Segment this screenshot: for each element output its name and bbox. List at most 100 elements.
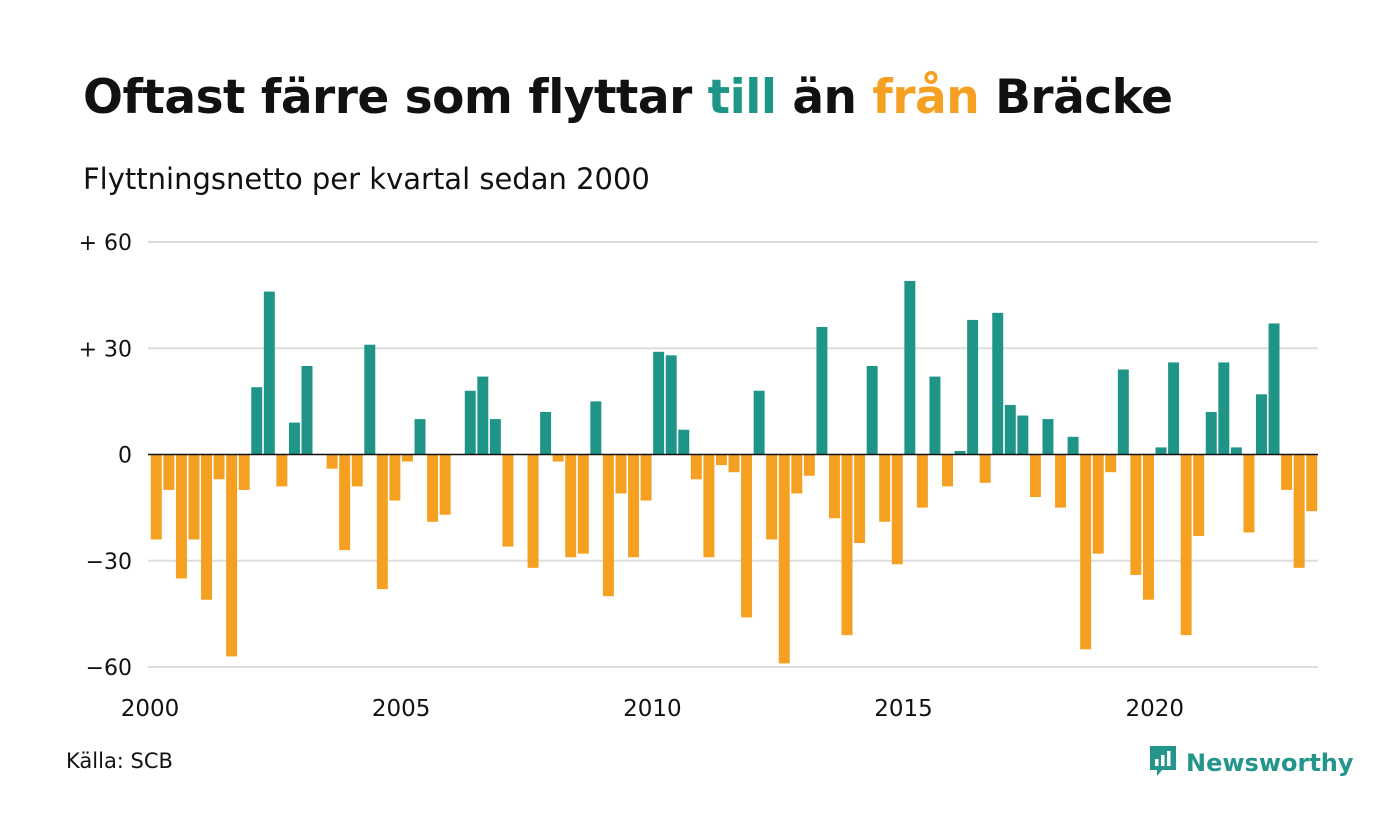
bar: [753, 390, 765, 455]
chart-title: Oftast färre som flyttar till än från Br…: [83, 70, 1173, 125]
bar: [954, 450, 966, 455]
bar: [1306, 454, 1318, 512]
bar: [1205, 412, 1217, 455]
bar: [389, 454, 401, 501]
bar: [1180, 454, 1192, 636]
bar: [967, 319, 979, 455]
bar: [879, 454, 891, 522]
x-axis-ticks: 2000 2005 2010 2015 2020: [121, 696, 1184, 722]
y-tick-label: −60: [86, 656, 132, 681]
brand-name: Newsworthy: [1186, 749, 1354, 777]
bar: [1092, 454, 1104, 554]
bar: [992, 312, 1004, 455]
bar: [1080, 454, 1092, 650]
bar: [1293, 454, 1305, 568]
bar: [188, 454, 200, 540]
bar: [364, 344, 376, 455]
bar: [803, 454, 815, 476]
bar: [489, 419, 501, 455]
title-till: till: [707, 70, 777, 125]
bar: [929, 376, 941, 455]
bar: [778, 454, 790, 664]
bar: [891, 454, 903, 565]
bar: [565, 454, 577, 558]
bar: [339, 454, 351, 551]
bar: [979, 454, 991, 483]
bar: [590, 401, 602, 455]
bar: [665, 355, 677, 455]
title-part-3: Bräcke: [995, 70, 1173, 125]
bar: [728, 454, 740, 473]
bar: [816, 327, 828, 455]
bar: [1130, 454, 1142, 575]
bar: [703, 454, 715, 558]
bar: [163, 454, 175, 490]
bars: [150, 280, 1318, 664]
gridlines: [148, 241, 1318, 668]
bar: [602, 454, 614, 597]
x-tick-label: 2010: [623, 696, 682, 722]
bar: [1193, 454, 1205, 536]
y-tick-label: + 60: [79, 231, 132, 256]
bar: [640, 454, 652, 501]
bar: [1268, 323, 1280, 455]
bar: [741, 454, 753, 618]
bar: [326, 454, 338, 469]
bar: [552, 454, 564, 462]
bar: [414, 419, 426, 455]
bar: [904, 280, 916, 455]
chart-subtitle: Flyttningsnetto per kvartal sedan 2000: [83, 162, 650, 196]
brand-logo: Newsworthy: [1148, 744, 1354, 782]
x-tick-label: 2015: [874, 696, 933, 722]
bar: [540, 412, 552, 455]
bar: [791, 454, 803, 494]
bar: [942, 454, 953, 487]
bar: [1042, 419, 1054, 455]
x-tick-label: 2020: [1125, 696, 1184, 722]
bar: [1017, 415, 1029, 455]
bar: [1067, 436, 1079, 455]
bar: [766, 454, 778, 540]
title-part-1: Oftast färre som flyttar: [83, 70, 692, 125]
bar: [226, 454, 238, 657]
bar: [288, 422, 300, 455]
newsworthy-logo-icon: [1148, 744, 1178, 782]
bar: [251, 387, 263, 455]
bar: [1218, 362, 1230, 455]
y-axis-ticks: + 60 + 30 0 −30 −60: [79, 231, 132, 681]
bar: [841, 454, 853, 636]
bar: [213, 454, 225, 480]
bar: [715, 454, 727, 466]
bar: [276, 454, 288, 487]
bar: [175, 454, 187, 579]
bar: [401, 454, 413, 462]
bar: [502, 454, 514, 547]
bar: [150, 454, 162, 540]
bar: [464, 390, 476, 455]
bar: [351, 454, 363, 487]
bar: [854, 454, 866, 544]
source-label: Källa: SCB: [66, 749, 173, 773]
bar: [653, 351, 665, 455]
bar: [866, 365, 878, 455]
bar: [527, 454, 539, 568]
bar: [477, 376, 489, 455]
y-tick-label: −30: [86, 550, 132, 575]
title-fran: från: [872, 70, 980, 125]
bar: [615, 454, 627, 494]
bar: [1168, 362, 1180, 455]
bar: [1243, 454, 1255, 533]
x-tick-label: 2005: [372, 696, 431, 722]
bar: [427, 454, 439, 522]
bar: [1142, 454, 1154, 600]
bar: [1105, 454, 1117, 473]
bar: [238, 454, 250, 490]
bar: [439, 454, 451, 515]
bar: [1281, 454, 1293, 490]
bar: [1117, 369, 1129, 455]
bar: [1029, 454, 1041, 497]
bar: [1055, 454, 1067, 508]
y-tick-label: 0: [118, 444, 132, 469]
bar: [1004, 404, 1016, 455]
